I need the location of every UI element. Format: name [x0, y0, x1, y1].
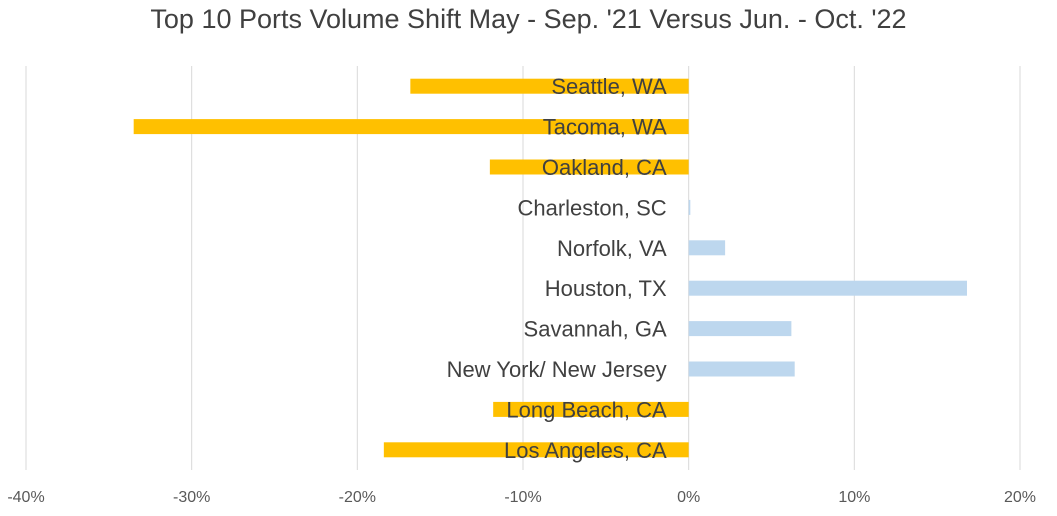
x-tick-label-6: 20% — [1004, 489, 1036, 506]
x-tick-label-0: -40% — [7, 489, 44, 506]
category-label-1: Tacoma, WA — [543, 115, 667, 140]
category-label-7: New York/ New Jersey — [447, 357, 667, 382]
x-tick-label-4: 0% — [677, 489, 700, 506]
chart-title: Top 10 Ports Volume Shift May - Sep. '21… — [150, 4, 907, 34]
category-label-2: Oakland, CA — [542, 155, 667, 180]
bar-9 — [383, 442, 689, 458]
bars — [133, 78, 967, 458]
category-labels: Seattle, WA Tacoma, WA Oakland, CA Charlest… — [447, 74, 667, 463]
x-tick-label-5: 10% — [838, 489, 870, 506]
bar-3 — [688, 199, 691, 215]
bar-0 — [410, 78, 689, 94]
bar-7 — [688, 361, 795, 377]
x-tick-label-2: -20% — [339, 489, 376, 506]
category-label-8: Long Beach, CA — [506, 397, 667, 422]
category-label-6: Savannah, GA — [524, 317, 667, 342]
bar-2 — [489, 159, 689, 175]
category-label-5: Houston, TX — [545, 276, 667, 301]
category-label-4: Norfolk, VA — [557, 236, 667, 261]
x-tick-label-3: -10% — [504, 489, 541, 506]
bar-4 — [688, 240, 726, 256]
bar-5 — [688, 280, 967, 296]
category-label-3: Charleston, SC — [517, 195, 666, 220]
x-axis-ticks: -40% -30% -20% -10% 0% 10% 20% — [7, 489, 1036, 506]
bar-6 — [688, 321, 792, 337]
bar-1 — [133, 119, 689, 135]
x-tick-label-1: -30% — [173, 489, 210, 506]
category-label-0: Seattle, WA — [551, 74, 667, 99]
category-label-9: Los Angeles, CA — [504, 438, 667, 463]
bar-8 — [493, 401, 689, 417]
